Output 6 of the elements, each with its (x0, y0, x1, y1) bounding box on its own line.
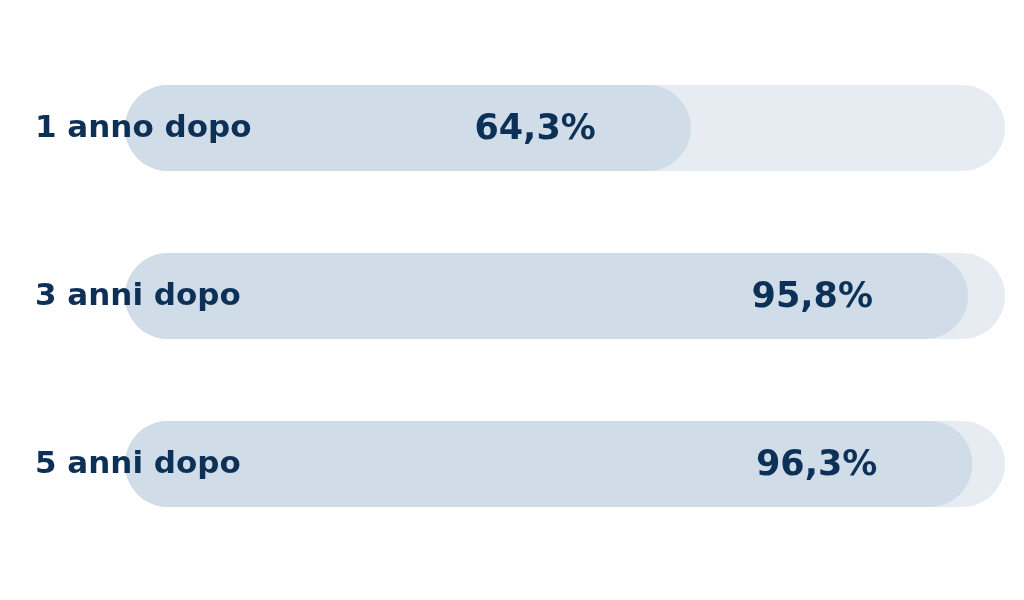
data-label: 64,3% (474, 107, 596, 147)
y-tick-label: 5 anni dopo (35, 444, 241, 480)
data-label: 96,3% (756, 443, 878, 483)
data-label: 95,8% (751, 275, 874, 315)
y-tick-label: 1 anno dopo (35, 108, 252, 144)
y-tick-label: 3 anni dopo (35, 276, 241, 312)
